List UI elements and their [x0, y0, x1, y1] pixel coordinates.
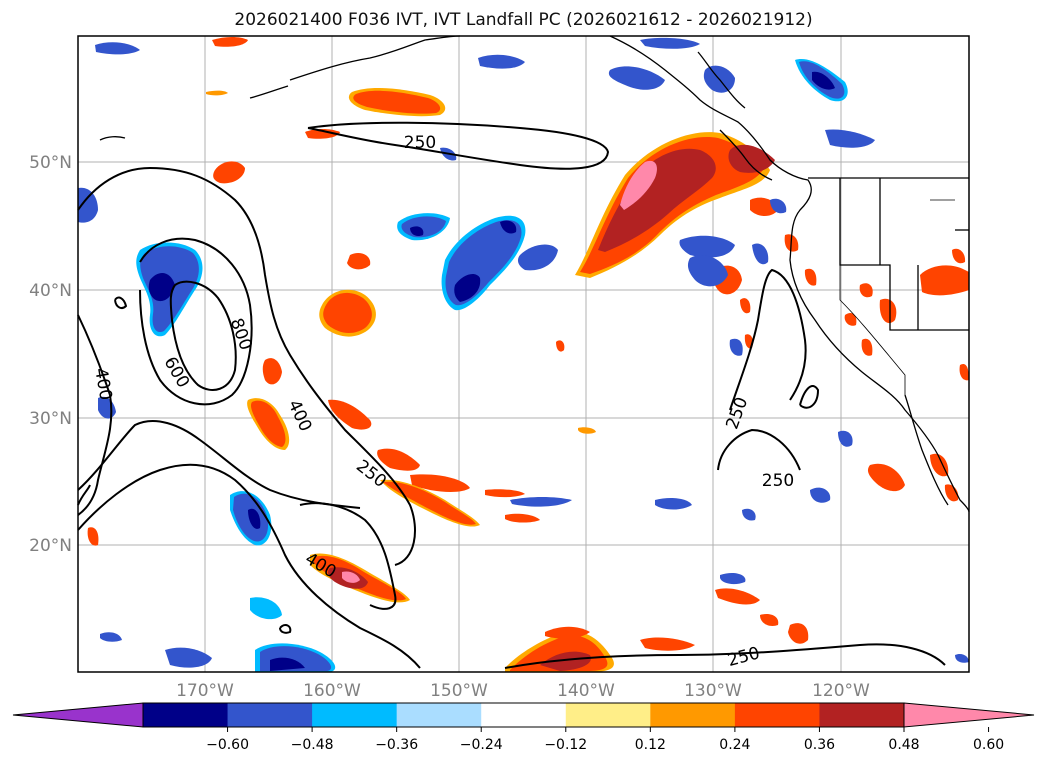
colorbar-segment — [481, 703, 567, 727]
map-title: 2026021400 F036 IVT, IVT Landfall PC (20… — [234, 10, 813, 30]
colorbar-tick-label: 0.60 — [973, 737, 1004, 753]
lat-label-40n: 40°N — [29, 281, 72, 301]
colorbar-ticks: −0.60 −0.48 −0.36 −0.24 −0.12 0.12 0.24 0.36 0.4… — [206, 727, 1004, 753]
lon-label-120w: 120°W — [812, 681, 870, 701]
colorbar-segment — [312, 703, 398, 727]
lon-label-160w: 160°W — [303, 681, 361, 701]
ivt-landfall-fill — [78, 37, 969, 672]
ivt-contours — [77, 121, 946, 669]
colorbar-outline — [142, 702, 905, 728]
colorbar-segment — [819, 703, 905, 727]
latitude-labels: 50°N 40°N 30°N 20°N — [29, 153, 72, 556]
lon-label-170w: 170°W — [176, 681, 234, 701]
colorbar-tick-label: 0.12 — [635, 737, 666, 753]
colorbar-extend-max — [903, 702, 1035, 728]
colorbar-segment — [734, 703, 820, 727]
colorbar-segment — [227, 703, 313, 727]
colorbar-segment — [650, 703, 736, 727]
colorbar-segment — [396, 703, 482, 727]
colorbar — [12, 702, 1035, 728]
longitude-labels: 170°W 160°W 150°W 140°W 130°W 120°W — [176, 681, 870, 701]
colorbar-tick-label: 0.24 — [719, 737, 750, 753]
colorbar-extend-min — [12, 702, 144, 728]
state-borders — [839, 199, 955, 395]
lat-label-20n: 20°N — [29, 536, 72, 556]
lat-label-30n: 30°N — [29, 409, 72, 429]
contour-label: 250 — [762, 471, 794, 491]
coastline — [99, 35, 970, 513]
lon-label-130w: 130°W — [684, 681, 742, 701]
colorbar-tick-label: 0.36 — [804, 737, 835, 753]
colorbar-tick-label: −0.24 — [460, 737, 503, 753]
colorbar-segment — [565, 703, 651, 727]
contour-label: 250 — [404, 133, 436, 153]
lon-label-140w: 140°W — [557, 681, 615, 701]
colorbar-tick-label: −0.36 — [375, 737, 418, 753]
lon-label-150w: 150°W — [430, 681, 488, 701]
colorbar-tick-label: −0.48 — [291, 737, 334, 753]
lat-label-50n: 50°N — [29, 153, 72, 173]
colorbar-segment — [143, 703, 229, 727]
colorbar-tick-label: −0.60 — [206, 737, 249, 753]
map-plot-area — [78, 36, 969, 672]
colorbar-tick-label: 0.48 — [888, 737, 919, 753]
colorbar-tick-label: −0.12 — [544, 737, 587, 753]
map-frame — [77, 35, 970, 673]
